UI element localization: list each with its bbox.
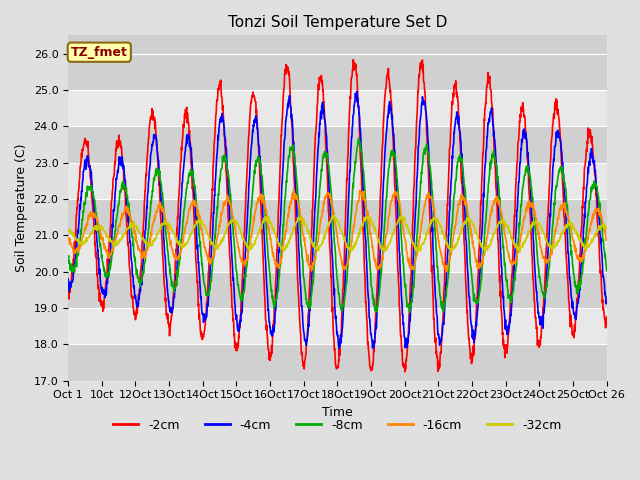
-4cm bbox=[596, 232, 604, 238]
-2cm bbox=[323, 165, 331, 170]
-2cm bbox=[401, 369, 409, 375]
-32cm bbox=[413, 249, 421, 255]
-4cm bbox=[148, 143, 156, 149]
Bar bbox=[68, 126, 607, 163]
-2cm bbox=[313, 113, 321, 119]
-32cm bbox=[323, 225, 331, 231]
Bar bbox=[68, 308, 607, 344]
-16cm bbox=[603, 237, 611, 243]
-4cm bbox=[335, 346, 343, 351]
Bar bbox=[68, 235, 607, 272]
-8cm bbox=[64, 257, 72, 263]
-8cm bbox=[596, 210, 604, 216]
-8cm bbox=[323, 150, 331, 156]
-8cm bbox=[544, 277, 552, 283]
-32cm bbox=[603, 225, 611, 230]
-16cm bbox=[544, 258, 552, 264]
-8cm bbox=[148, 188, 156, 194]
-4cm bbox=[544, 260, 552, 265]
Legend: -2cm, -4cm, -8cm, -16cm, -32cm: -2cm, -4cm, -8cm, -16cm, -32cm bbox=[108, 414, 566, 437]
-4cm bbox=[353, 89, 361, 95]
X-axis label: Time: Time bbox=[322, 406, 353, 419]
-32cm bbox=[465, 218, 472, 224]
-8cm bbox=[465, 235, 472, 241]
-16cm bbox=[64, 235, 72, 241]
-8cm bbox=[406, 310, 413, 315]
Line: -32cm: -32cm bbox=[68, 216, 607, 252]
-2cm bbox=[64, 287, 72, 292]
-2cm bbox=[596, 270, 604, 276]
Y-axis label: Soil Temperature (C): Soil Temperature (C) bbox=[15, 144, 28, 272]
-2cm bbox=[603, 314, 611, 320]
-16cm bbox=[290, 186, 298, 192]
-32cm bbox=[596, 227, 604, 233]
-2cm bbox=[465, 336, 472, 342]
-32cm bbox=[544, 241, 552, 247]
-4cm bbox=[603, 298, 611, 304]
-4cm bbox=[323, 146, 331, 152]
-32cm bbox=[148, 242, 156, 248]
-2cm bbox=[544, 215, 552, 221]
Bar bbox=[68, 163, 607, 199]
-16cm bbox=[596, 214, 604, 219]
-4cm bbox=[313, 168, 321, 174]
-16cm bbox=[465, 219, 472, 225]
Line: -16cm: -16cm bbox=[68, 189, 607, 272]
Bar bbox=[68, 272, 607, 308]
-32cm bbox=[313, 247, 321, 252]
Line: -4cm: -4cm bbox=[68, 92, 607, 348]
-32cm bbox=[64, 228, 72, 234]
-16cm bbox=[324, 190, 332, 196]
Bar bbox=[68, 344, 607, 381]
Bar bbox=[68, 53, 607, 90]
Bar bbox=[68, 199, 607, 235]
-4cm bbox=[64, 276, 72, 282]
Line: -8cm: -8cm bbox=[68, 138, 607, 312]
-2cm bbox=[148, 117, 156, 122]
Bar bbox=[68, 90, 607, 126]
-4cm bbox=[465, 291, 472, 297]
-2cm bbox=[349, 57, 357, 62]
-16cm bbox=[148, 222, 156, 228]
-8cm bbox=[355, 135, 362, 141]
Title: Tonzi Soil Temperature Set D: Tonzi Soil Temperature Set D bbox=[228, 15, 447, 30]
Line: -2cm: -2cm bbox=[68, 60, 607, 372]
-8cm bbox=[603, 268, 611, 274]
-8cm bbox=[313, 228, 321, 234]
Text: TZ_fmet: TZ_fmet bbox=[71, 46, 128, 59]
-16cm bbox=[314, 241, 321, 247]
-16cm bbox=[442, 269, 450, 275]
-32cm bbox=[329, 213, 337, 218]
